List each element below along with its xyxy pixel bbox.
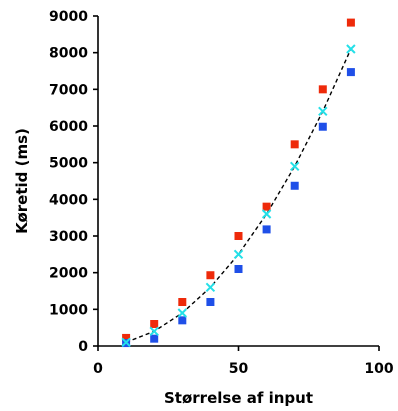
series-1-point — [290, 140, 299, 149]
x-axis-title: Størrelse af input — [164, 389, 313, 407]
series-1-point — [234, 232, 243, 240]
series-3-point — [318, 106, 328, 117]
data-points — [121, 18, 356, 348]
series-2-point — [234, 265, 243, 273]
series-3-point — [233, 249, 244, 260]
x-tick-label: 100 — [364, 361, 393, 377]
series-2-point — [262, 225, 271, 234]
y-axis-title: Køretid (ms) — [13, 128, 31, 234]
y-tick-label: 5000 — [49, 156, 88, 172]
series-1-point — [346, 18, 355, 27]
y-tick-label: 1000 — [49, 302, 88, 318]
series-2-point — [206, 298, 215, 306]
series-2-point — [290, 181, 299, 190]
series-3-point — [149, 326, 159, 337]
series-2-point — [178, 316, 187, 325]
series-3-point — [121, 337, 131, 348]
y-tick-label: 3000 — [49, 229, 88, 245]
y-tick-label: 6000 — [49, 119, 88, 135]
series-2-point — [318, 122, 327, 131]
series-2-point — [150, 334, 159, 343]
series-1-point — [150, 320, 159, 328]
x-tick-label: 0 — [93, 361, 103, 377]
series-1-point — [178, 298, 187, 306]
y-tick-label: 4000 — [49, 192, 88, 208]
trendline-path — [125, 48, 352, 343]
series-1-point — [318, 85, 327, 94]
series-3-point — [261, 209, 272, 219]
series-1-point — [206, 271, 215, 280]
y-tick-label: 7000 — [49, 82, 88, 98]
series-3-point — [289, 161, 300, 172]
series-3-point — [205, 282, 216, 293]
series-1-point — [262, 202, 271, 211]
y-tick-label: 8000 — [49, 46, 88, 62]
trendline — [125, 48, 352, 343]
series-3-point — [346, 44, 356, 54]
series-1-point — [122, 333, 131, 342]
ticks: 0 1000 2000 3000 4000 5000 6000 7000 8000 9000 0 50… — [49, 9, 394, 377]
axes — [97, 16, 379, 347]
y-tick-label: 2000 — [49, 266, 88, 282]
y-tick-label: 9000 — [49, 9, 88, 25]
series-2-point — [346, 68, 355, 77]
series-3-point — [177, 308, 188, 318]
y-tick-label: 0 — [78, 339, 88, 355]
x-tick-label: 50 — [229, 361, 249, 377]
